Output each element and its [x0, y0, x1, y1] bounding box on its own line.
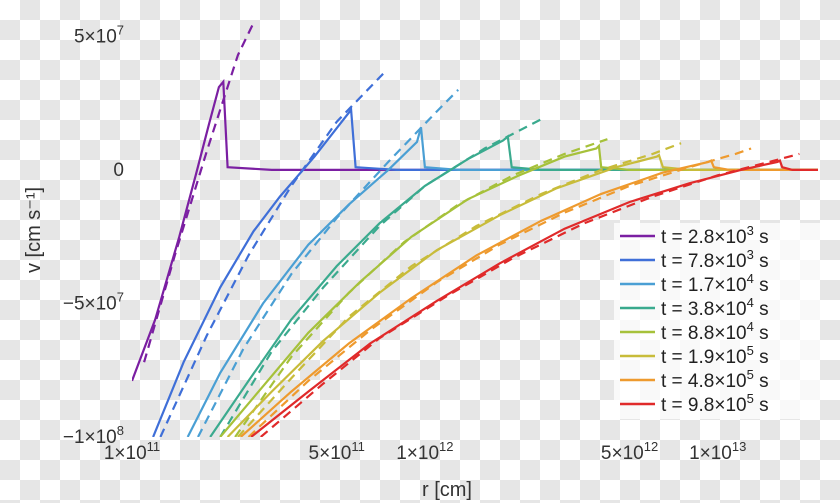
legend-label-7: t = 4.8×105 s [661, 367, 769, 392]
series-8-solid-line [250, 159, 818, 437]
legend-box [614, 223, 820, 419]
legend-label-5: t = 8.8×104 s [661, 319, 769, 344]
series-6-solid-line [226, 153, 818, 437]
x-tick-label-3: 1×1012 [396, 439, 453, 464]
x-axis-label: r [cm] [422, 479, 472, 501]
series-7-dashed-line [247, 147, 752, 437]
y-tick-label-1: 5×107 [74, 22, 124, 47]
y-tick-label-4: −1×108 [63, 423, 124, 448]
series-2-dashed-line [159, 73, 384, 437]
series-3-solid-line [186, 126, 818, 437]
x-tick-label-4: 5×1012 [601, 439, 658, 464]
x-tick-label-2: 5×1011 [309, 439, 365, 464]
y-tick-label-3: −5×107 [63, 289, 124, 314]
series-1-dashed-line [143, 22, 255, 363]
series-1-solid-line [132, 78, 818, 382]
series-7-solid-line [239, 159, 818, 437]
series-6-dashed-line [237, 142, 682, 437]
series-layer [132, 22, 818, 437]
y-axis-label: v [cm s⁻¹] [23, 187, 45, 273]
series-2-solid-line [152, 106, 818, 437]
y-tick-label-2: 0 [113, 160, 124, 181]
series-5-solid-line [219, 143, 818, 437]
legend: t = 2.8×103 st = 7.8×103 st = 1.7×104 st… [614, 223, 820, 419]
x-tick-label-1: 1×1011 [104, 439, 160, 464]
x-tick-label-5: 1×1013 [689, 439, 746, 464]
series-4-dashed-line [219, 118, 542, 437]
series-4-solid-line [209, 134, 818, 437]
